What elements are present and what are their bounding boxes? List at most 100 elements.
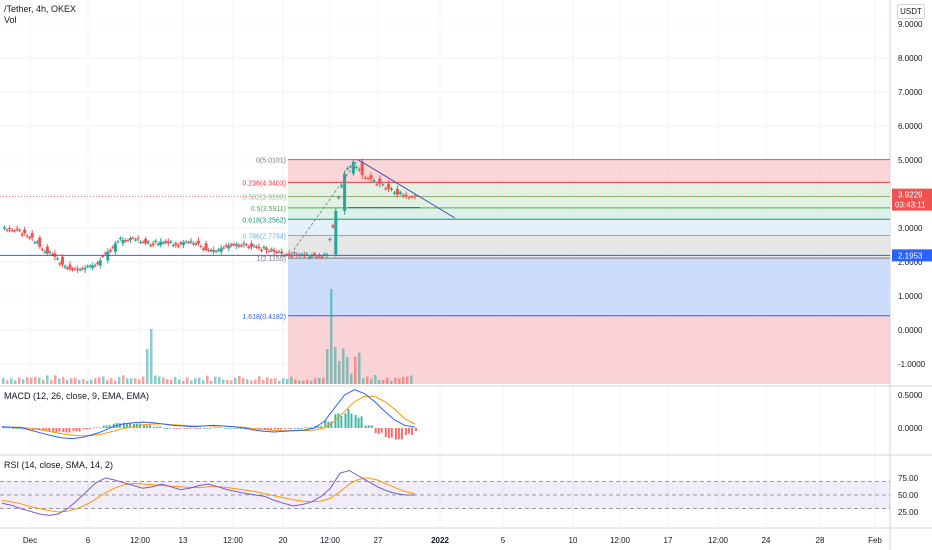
candle-body	[395, 188, 399, 195]
macd-histogram-bar	[98, 427, 101, 429]
trend-drawings[interactable]	[0, 159, 890, 259]
candle-body	[290, 255, 294, 257]
volume-bar	[166, 379, 169, 384]
fib-retracement[interactable]	[288, 159, 890, 384]
price-tick-label: 5.0000	[898, 156, 923, 165]
volume-bar	[142, 376, 145, 384]
volume-bar	[158, 376, 161, 384]
macd-histogram-bar	[112, 423, 115, 428]
macd-histogram-bar	[276, 428, 279, 430]
rsi-line	[1, 469, 415, 516]
macd-histogram-bar	[38, 428, 41, 430]
volume-bar	[258, 376, 261, 384]
volume-bar	[218, 377, 221, 384]
macd-histogram-bar	[290, 428, 293, 429]
candle-body	[126, 240, 130, 242]
macd-tick-label: 0.5000	[898, 391, 923, 400]
macd-histogram-bar	[374, 428, 377, 434]
fib-trend-line	[287, 159, 359, 259]
volume-bar	[54, 375, 57, 384]
candle-body	[161, 242, 165, 244]
macd-histogram-bar	[370, 425, 373, 428]
candle-body	[111, 246, 115, 248]
time-label: 12:00	[708, 536, 729, 545]
volume-bar	[50, 380, 53, 384]
volume-bar	[46, 375, 49, 384]
candle-body	[343, 173, 347, 211]
price-scale[interactable]: 9.00008.00007.00006.00005.00004.00003.00…	[892, 20, 932, 369]
macd-histogram-bar	[15, 428, 18, 429]
candle-body	[123, 240, 127, 242]
candle-body	[252, 245, 256, 247]
volume-bar	[10, 378, 13, 384]
macd-histogram-bar	[229, 428, 232, 429]
macd-histogram-bar	[410, 428, 413, 436]
volume-bar	[2, 378, 5, 384]
candle-body	[404, 194, 408, 196]
macd-histogram-bar	[330, 421, 333, 428]
candle-body	[30, 233, 34, 238]
volume-bar	[330, 289, 333, 384]
time-label: 24	[762, 536, 771, 545]
macd-histogram-bar	[176, 428, 179, 429]
macd-histogram-bar	[186, 428, 189, 429]
macd-histogram-bar	[223, 428, 226, 429]
candle-body	[174, 243, 178, 245]
volume-bar	[310, 380, 313, 384]
candle-body	[315, 256, 319, 258]
candle-body	[144, 238, 148, 244]
macd-histogram-bar	[88, 428, 91, 430]
candle-body	[191, 243, 195, 245]
volume-bar	[118, 376, 121, 384]
volume-bar	[110, 378, 113, 384]
fib-level-label: 0.786(2.7794)	[242, 234, 286, 241]
price-tick-label: 6.0000	[898, 122, 923, 131]
macd-histogram-bar	[394, 428, 397, 440]
candle-body	[98, 260, 102, 266]
candle-body	[287, 253, 291, 255]
candle-body	[76, 268, 80, 270]
volume-bar	[406, 376, 409, 384]
macd-histogram-bar	[173, 428, 176, 429]
time-label: Feb	[868, 536, 882, 545]
macd-histogram-bar	[72, 428, 75, 432]
rsi-pane: 75.00 50.00 25.00	[0, 469, 919, 517]
fib-zone-extension-lower	[288, 315, 890, 384]
candle-body	[217, 249, 221, 251]
candle-body	[186, 242, 190, 244]
candle-body	[322, 254, 326, 256]
volume-bar	[298, 380, 301, 384]
volume-bar	[14, 380, 17, 384]
macd-histogram-bar	[159, 426, 162, 428]
candle-body	[5, 229, 9, 231]
macd-line	[1, 389, 416, 440]
candle-body	[222, 247, 226, 249]
candle-body	[237, 244, 241, 247]
candle-body	[189, 240, 193, 243]
macd-histogram-bar	[8, 427, 10, 429]
candle-body	[312, 253, 316, 256]
rsi-ma-line	[1, 477, 416, 513]
volume-bar	[226, 379, 229, 384]
macd-histogram-bar	[122, 422, 125, 428]
candle-body	[8, 228, 12, 229]
volume-bar	[30, 378, 33, 384]
time-axis[interactable]: Dec 6 12:00 13 12:00 20 12:00 27 2022 5 10 12:00 17 1…	[23, 536, 883, 545]
candle-body	[128, 238, 132, 240]
candle-body	[282, 255, 286, 257]
macd-histogram-bar	[179, 428, 182, 429]
fib-zone	[288, 219, 890, 236]
macd-histogram-bar	[367, 425, 370, 428]
volume-bar	[182, 380, 185, 384]
macd-histogram-bar	[239, 428, 242, 429]
macd-histogram-bar	[304, 427, 307, 429]
volume-bar	[314, 378, 317, 384]
macd-histogram-bar	[209, 428, 212, 429]
volume-bar	[202, 380, 205, 384]
candle-body	[348, 166, 352, 168]
macd-histogram-bar	[310, 427, 313, 429]
currency-badge[interactable]: USDT	[897, 4, 925, 19]
last-price-value: 3.9229	[898, 191, 923, 200]
price-tick-label: 1.0000	[898, 292, 923, 301]
